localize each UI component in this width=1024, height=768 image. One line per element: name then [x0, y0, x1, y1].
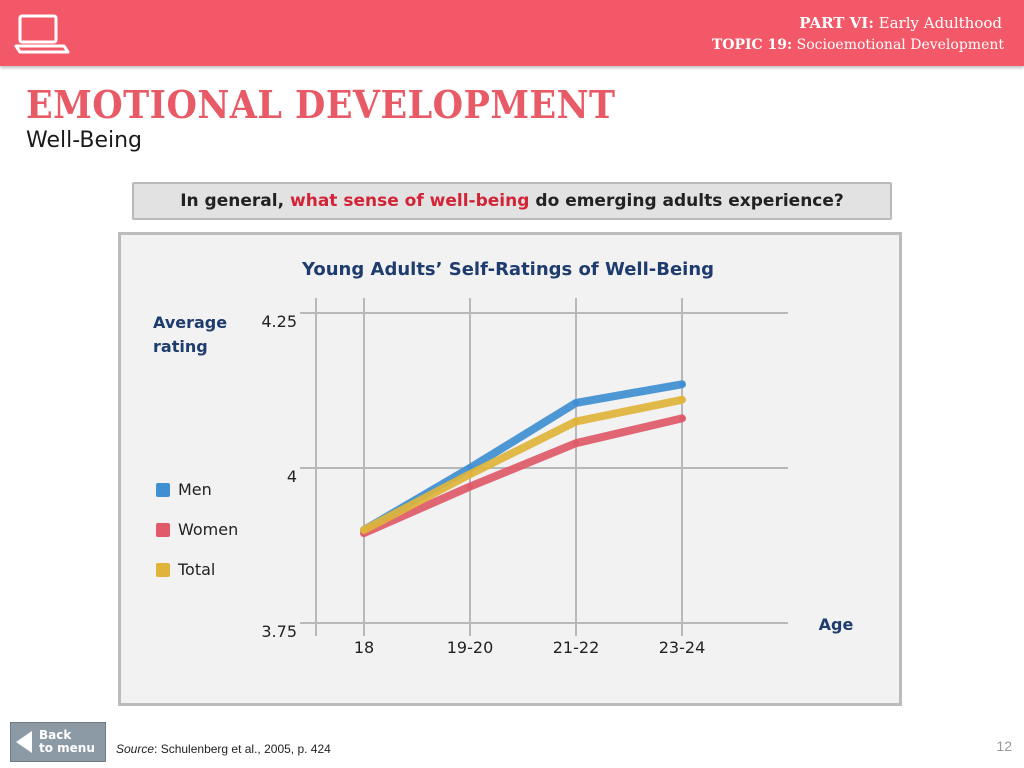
- data-point-total: [679, 396, 685, 403]
- data-point-total: [467, 471, 473, 478]
- topic-label: TOPIC 19:: [711, 37, 793, 53]
- slide-title: EMOTIONAL DEVELOPMENT: [26, 82, 616, 127]
- chart-title: Young Adults’ Self-Ratings of Well-Being: [301, 259, 714, 280]
- x-tick-label: 21-22: [553, 638, 600, 657]
- slide-subtitle: Well-Being: [26, 128, 143, 153]
- data-point-women: [573, 440, 579, 447]
- question-pre: In general,: [180, 191, 285, 211]
- data-point-men: [679, 381, 685, 388]
- question-post: do emerging adults experience?: [535, 191, 844, 211]
- y-tick-label: 3.75: [261, 622, 297, 641]
- series-line-total: [360, 395, 686, 534]
- part-label: PART VI:: [799, 14, 874, 32]
- data-point-total: [361, 527, 367, 533]
- back-label-line2: to menu: [39, 741, 95, 755]
- question-highlight: what sense of well-being: [290, 191, 530, 211]
- series-line-women: [360, 414, 686, 538]
- data-point-men: [573, 399, 579, 406]
- legend-label-men: Men: [178, 480, 212, 499]
- x-tick-label: 18: [354, 638, 374, 657]
- back-label-line1: Back: [39, 728, 72, 742]
- back-button-text: Back to menu: [39, 729, 95, 755]
- laptop-icon[interactable]: [14, 12, 70, 56]
- legend-label-women: Women: [178, 520, 239, 539]
- topic-heading: TOPIC 19: Socioemotional Development: [712, 37, 1004, 53]
- legend-label-total: Total: [178, 560, 216, 579]
- part-title: Early Adulthood: [878, 14, 1002, 32]
- y-tick-label: 4.25: [261, 312, 297, 331]
- part-heading: PART VI: Early Adulthood: [799, 14, 1002, 32]
- y-axis-label: Average rating: [153, 313, 233, 356]
- header-banner: PART VI: Early Adulthood TOPIC 19: Socio…: [0, 0, 1024, 66]
- x-axis-label: Age: [819, 615, 854, 634]
- data-point-women: [467, 483, 473, 490]
- question-banner: In general, what sense of well-being do …: [132, 182, 892, 220]
- topic-title: Socioemotional Development: [796, 37, 1004, 53]
- legend-item-women: Women: [156, 520, 238, 539]
- legend-swatch-total: [156, 562, 170, 577]
- source-label: Source: [116, 742, 155, 756]
- legend-swatch-women: [156, 522, 170, 537]
- data-point-total: [573, 418, 579, 425]
- source-text: : Schulenberg et al., 2005, p. 424: [154, 742, 331, 756]
- source-citation: Source: Schulenberg et al., 2005, p. 424: [116, 742, 331, 756]
- legend-item-total: Total: [156, 560, 215, 579]
- y-tick-label: 4: [287, 467, 297, 486]
- back-arrow-icon: [16, 731, 32, 753]
- data-point-women: [679, 415, 685, 422]
- legend-swatch-men: [156, 482, 170, 497]
- page-number: 12: [996, 738, 1012, 754]
- back-to-menu-button[interactable]: Back to menu: [10, 722, 106, 762]
- x-tick-label: 23-24: [659, 638, 706, 657]
- legend-item-men: Men: [156, 480, 212, 499]
- x-tick-label: 19-20: [447, 638, 494, 657]
